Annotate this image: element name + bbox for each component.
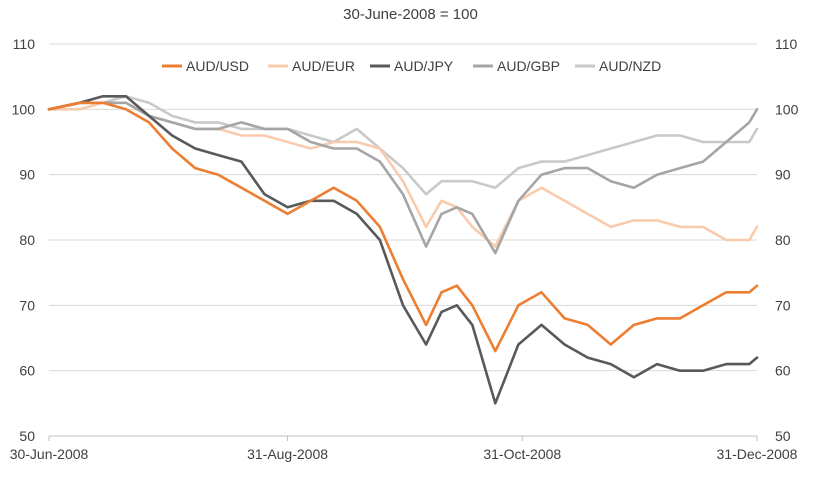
- y-axis-left: 50 60 70 80 90 100 110: [12, 36, 36, 444]
- y-tick-label-right: 90: [775, 167, 791, 183]
- series-line-aud-nzd: [47, 95, 759, 196]
- legend-label: AUD/JPY: [394, 58, 454, 74]
- y-tick-label-left: 100: [12, 101, 36, 117]
- x-axis-ticks: 30-Jun-2008 31-Aug-2008 31-Oct-2008 31-Dec-…: [10, 436, 798, 462]
- y-tick-label-left: 110: [13, 36, 36, 52]
- series-line-aud-jpy: [47, 95, 759, 405]
- legend-label: AUD/EUR: [292, 58, 355, 74]
- y-tick-label-right: 50: [775, 428, 791, 444]
- y-tick-label-right: 100: [775, 101, 799, 117]
- y-tick-label-left: 90: [19, 167, 35, 183]
- gridlines: [49, 43, 757, 372]
- y-tick-label-left: 50: [19, 428, 35, 444]
- x-tick-label: 30-Jun-2008: [10, 446, 89, 462]
- legend-label: AUD/USD: [186, 58, 249, 74]
- y-tick-label-right: 80: [775, 232, 791, 248]
- legend-label: AUD/NZD: [599, 58, 661, 74]
- y-tick-label-right: 60: [775, 363, 791, 379]
- y-tick-label-left: 70: [19, 297, 35, 313]
- x-tick-label: 31-Oct-2008: [483, 446, 561, 462]
- series-lines: [47, 95, 759, 405]
- y-axis-right: 50 60 70 80 90 100 110: [775, 36, 799, 444]
- x-tick-label: 31-Dec-2008: [717, 446, 798, 462]
- y-tick-label-left: 60: [19, 363, 35, 379]
- chart-subtitle: 30-June-2008 = 100: [343, 6, 478, 23]
- series-line-aud-usd: [47, 101, 759, 353]
- legend: AUD/USD AUD/EUR AUD/JPY AUD/GBP AUD/NZD: [162, 58, 661, 74]
- legend-label: AUD/GBP: [497, 58, 560, 74]
- series-line-aud-gbp: [47, 101, 759, 255]
- y-tick-label-right: 110: [775, 36, 798, 52]
- x-tick-label: 31-Aug-2008: [247, 446, 328, 462]
- y-tick-label-left: 80: [19, 232, 35, 248]
- y-tick-label-right: 70: [775, 297, 791, 313]
